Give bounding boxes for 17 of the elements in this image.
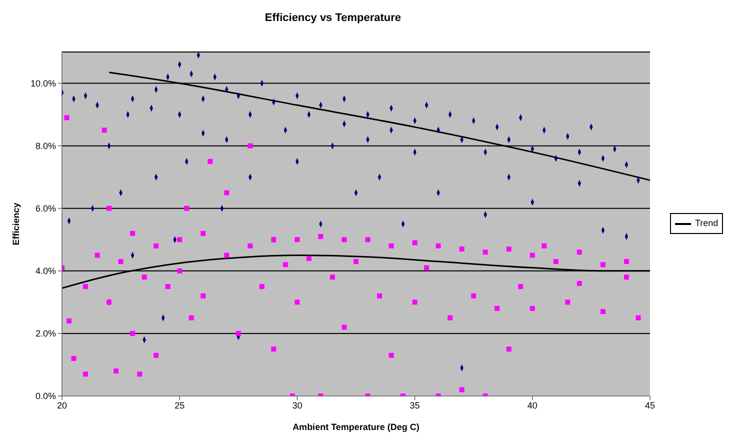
y-tick-label: 10.0% <box>30 78 56 88</box>
legend-label: Trend <box>695 217 718 230</box>
x-tick-label: 25 <box>174 400 185 410</box>
y-tick-label: 6.0% <box>35 204 56 214</box>
x-tick-label: 35 <box>410 400 420 410</box>
y-tick-label: 4.0% <box>35 266 56 276</box>
x-tick-label: 20 <box>56 400 68 410</box>
y-tick-label: 0.0% <box>35 391 56 402</box>
y-tick-label: 8.0% <box>35 141 56 152</box>
x-axis-title: Ambient Temperature (Deg C) <box>292 422 420 432</box>
legend-box: Trend <box>670 213 724 234</box>
y-axis-title: Efficiency <box>11 202 22 246</box>
x-tick-label: 45 <box>644 400 656 410</box>
x-tick-label: 30 <box>292 400 302 410</box>
y-tick-label: 2.0% <box>35 328 56 339</box>
x-tick-label: 40 <box>527 400 538 410</box>
chart-title: Efficiency vs Temperature <box>264 12 402 24</box>
